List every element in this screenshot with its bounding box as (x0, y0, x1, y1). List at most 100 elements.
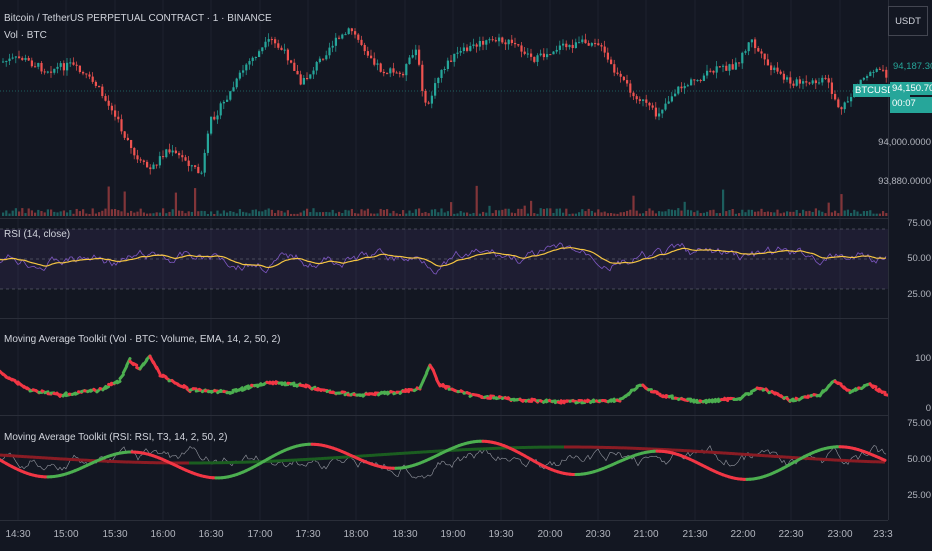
candle-body (332, 46, 334, 48)
volume-bar (124, 192, 126, 216)
candle-body (37, 63, 39, 67)
ma-volume-segment (230, 392, 233, 393)
volume-bar (501, 210, 503, 216)
candle-body (626, 80, 628, 83)
volume-bar (741, 210, 743, 216)
candle-body (450, 61, 452, 62)
candle-body (216, 115, 218, 119)
time-label: 15:00 (53, 529, 78, 540)
volume-bar (527, 214, 529, 216)
candle-body (783, 74, 785, 80)
volume-bar (328, 212, 330, 216)
candle-body (607, 53, 609, 60)
candle-body (709, 71, 711, 72)
candle-body (82, 72, 84, 73)
candle-body (197, 167, 199, 173)
candle-body (24, 58, 26, 60)
volume-bar (8, 214, 10, 216)
volume-bar (863, 211, 865, 216)
volume-bar (770, 212, 772, 216)
candle-body (658, 113, 660, 116)
pane-separator[interactable] (0, 415, 888, 416)
volume-bar (722, 190, 724, 216)
candle-body (812, 80, 814, 83)
candle-body (319, 59, 321, 62)
candle-body (764, 54, 766, 60)
volume-bar (610, 213, 612, 216)
candle-body (444, 69, 446, 70)
currency-button[interactable]: USDT (888, 6, 928, 36)
volume-bar (498, 210, 500, 216)
candle-body (408, 58, 410, 65)
volume-bar (460, 211, 462, 216)
candle-body (684, 86, 686, 88)
volume-bar (277, 210, 279, 216)
candle-body (21, 58, 23, 60)
pane-separator[interactable] (0, 218, 888, 219)
volume-bar (488, 206, 490, 216)
volume-bar (66, 212, 68, 216)
volume-bar (284, 213, 286, 216)
volume-bar (223, 210, 225, 216)
candle-body (232, 87, 234, 91)
volume-bar (792, 212, 794, 216)
volume-bar (472, 213, 474, 216)
candle-body (584, 40, 586, 44)
volume-bar (703, 213, 705, 216)
time-label: 21:30 (682, 529, 707, 540)
volume-bar (520, 209, 522, 216)
candle-body (789, 77, 791, 83)
volume-bar (655, 213, 657, 216)
volume-bar (751, 210, 753, 216)
candle-body (453, 54, 455, 62)
candle-body (536, 55, 538, 62)
volume-bar (255, 209, 257, 216)
volume-bar (700, 213, 702, 216)
volume-bar (626, 211, 628, 216)
candle-body (53, 69, 55, 73)
volume-bar (748, 210, 750, 216)
volume-bar (840, 194, 842, 216)
candle-body (517, 44, 519, 45)
volume-bar (47, 209, 49, 216)
candle-body (805, 81, 807, 82)
volume-bar (645, 211, 647, 216)
volume-bar (485, 213, 487, 216)
candle-body (732, 64, 734, 69)
candle-body (693, 79, 695, 80)
candle-body (280, 48, 282, 50)
candle-body (674, 94, 676, 97)
volume-bar (556, 209, 558, 216)
pane-separator[interactable] (0, 318, 888, 319)
candle-body (303, 78, 305, 85)
volume-bar (536, 214, 538, 216)
price-axis[interactable]: 94,000.0000 93,880.0000 75.00 50.00 25.0… (888, 0, 932, 520)
time-axis[interactable]: 14:30 15:00 15:30 16:00 16:30 17:00 17:3… (0, 520, 888, 551)
candle-body (172, 151, 174, 153)
volume-bar (719, 213, 721, 216)
volume-bar (728, 210, 730, 216)
volume-bar (357, 214, 359, 216)
candle-body (482, 41, 484, 45)
candle-body (380, 63, 382, 71)
volume-bar (133, 213, 135, 216)
candle-body (220, 103, 222, 115)
candle-body (95, 82, 97, 86)
volume-bar (82, 209, 84, 216)
volume-bar (360, 209, 362, 216)
volume-bar (504, 209, 506, 216)
candle-body (274, 39, 276, 43)
volume-bar (674, 210, 676, 216)
volume-bar (440, 208, 442, 216)
volume-bar (684, 202, 686, 216)
volume-bar (706, 212, 708, 216)
time-label: 20:30 (585, 529, 610, 540)
candle-body (549, 54, 551, 55)
candle-body (575, 42, 577, 48)
candle-body (824, 78, 826, 79)
ma-rsi-tick: 50.00 (907, 454, 931, 465)
candle-body (28, 58, 30, 60)
volume-bar (367, 209, 369, 216)
volume-bar (786, 211, 788, 216)
candle-body (261, 47, 263, 51)
